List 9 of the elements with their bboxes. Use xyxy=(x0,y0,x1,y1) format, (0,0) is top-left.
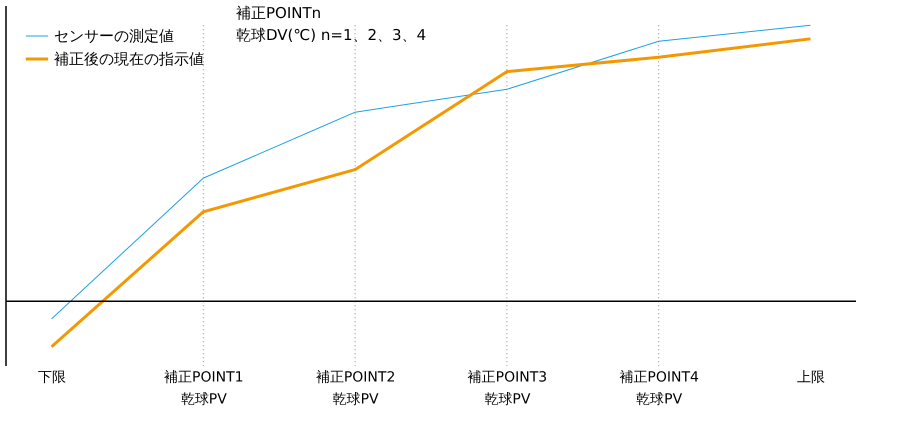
x-tick-label: 補正POINT3 乾球PV xyxy=(468,370,548,408)
x-tick-label: 下限 xyxy=(38,370,66,386)
x-tick-label: 補正POINT4 乾球PV xyxy=(619,370,700,408)
x-tick-label: 上限 xyxy=(796,370,825,386)
x-tick-label: 補正POINT1 乾球PV xyxy=(164,370,244,408)
legend-label: 補正後の現在の指示値 xyxy=(54,50,204,68)
x-tick-label: 補正POINT2 乾球PV xyxy=(316,370,396,408)
legend-label: センサーの測定値 xyxy=(54,27,174,45)
annotation: 補正POINTn 乾球DV(℃) n=1、2、3、4 xyxy=(236,4,426,44)
